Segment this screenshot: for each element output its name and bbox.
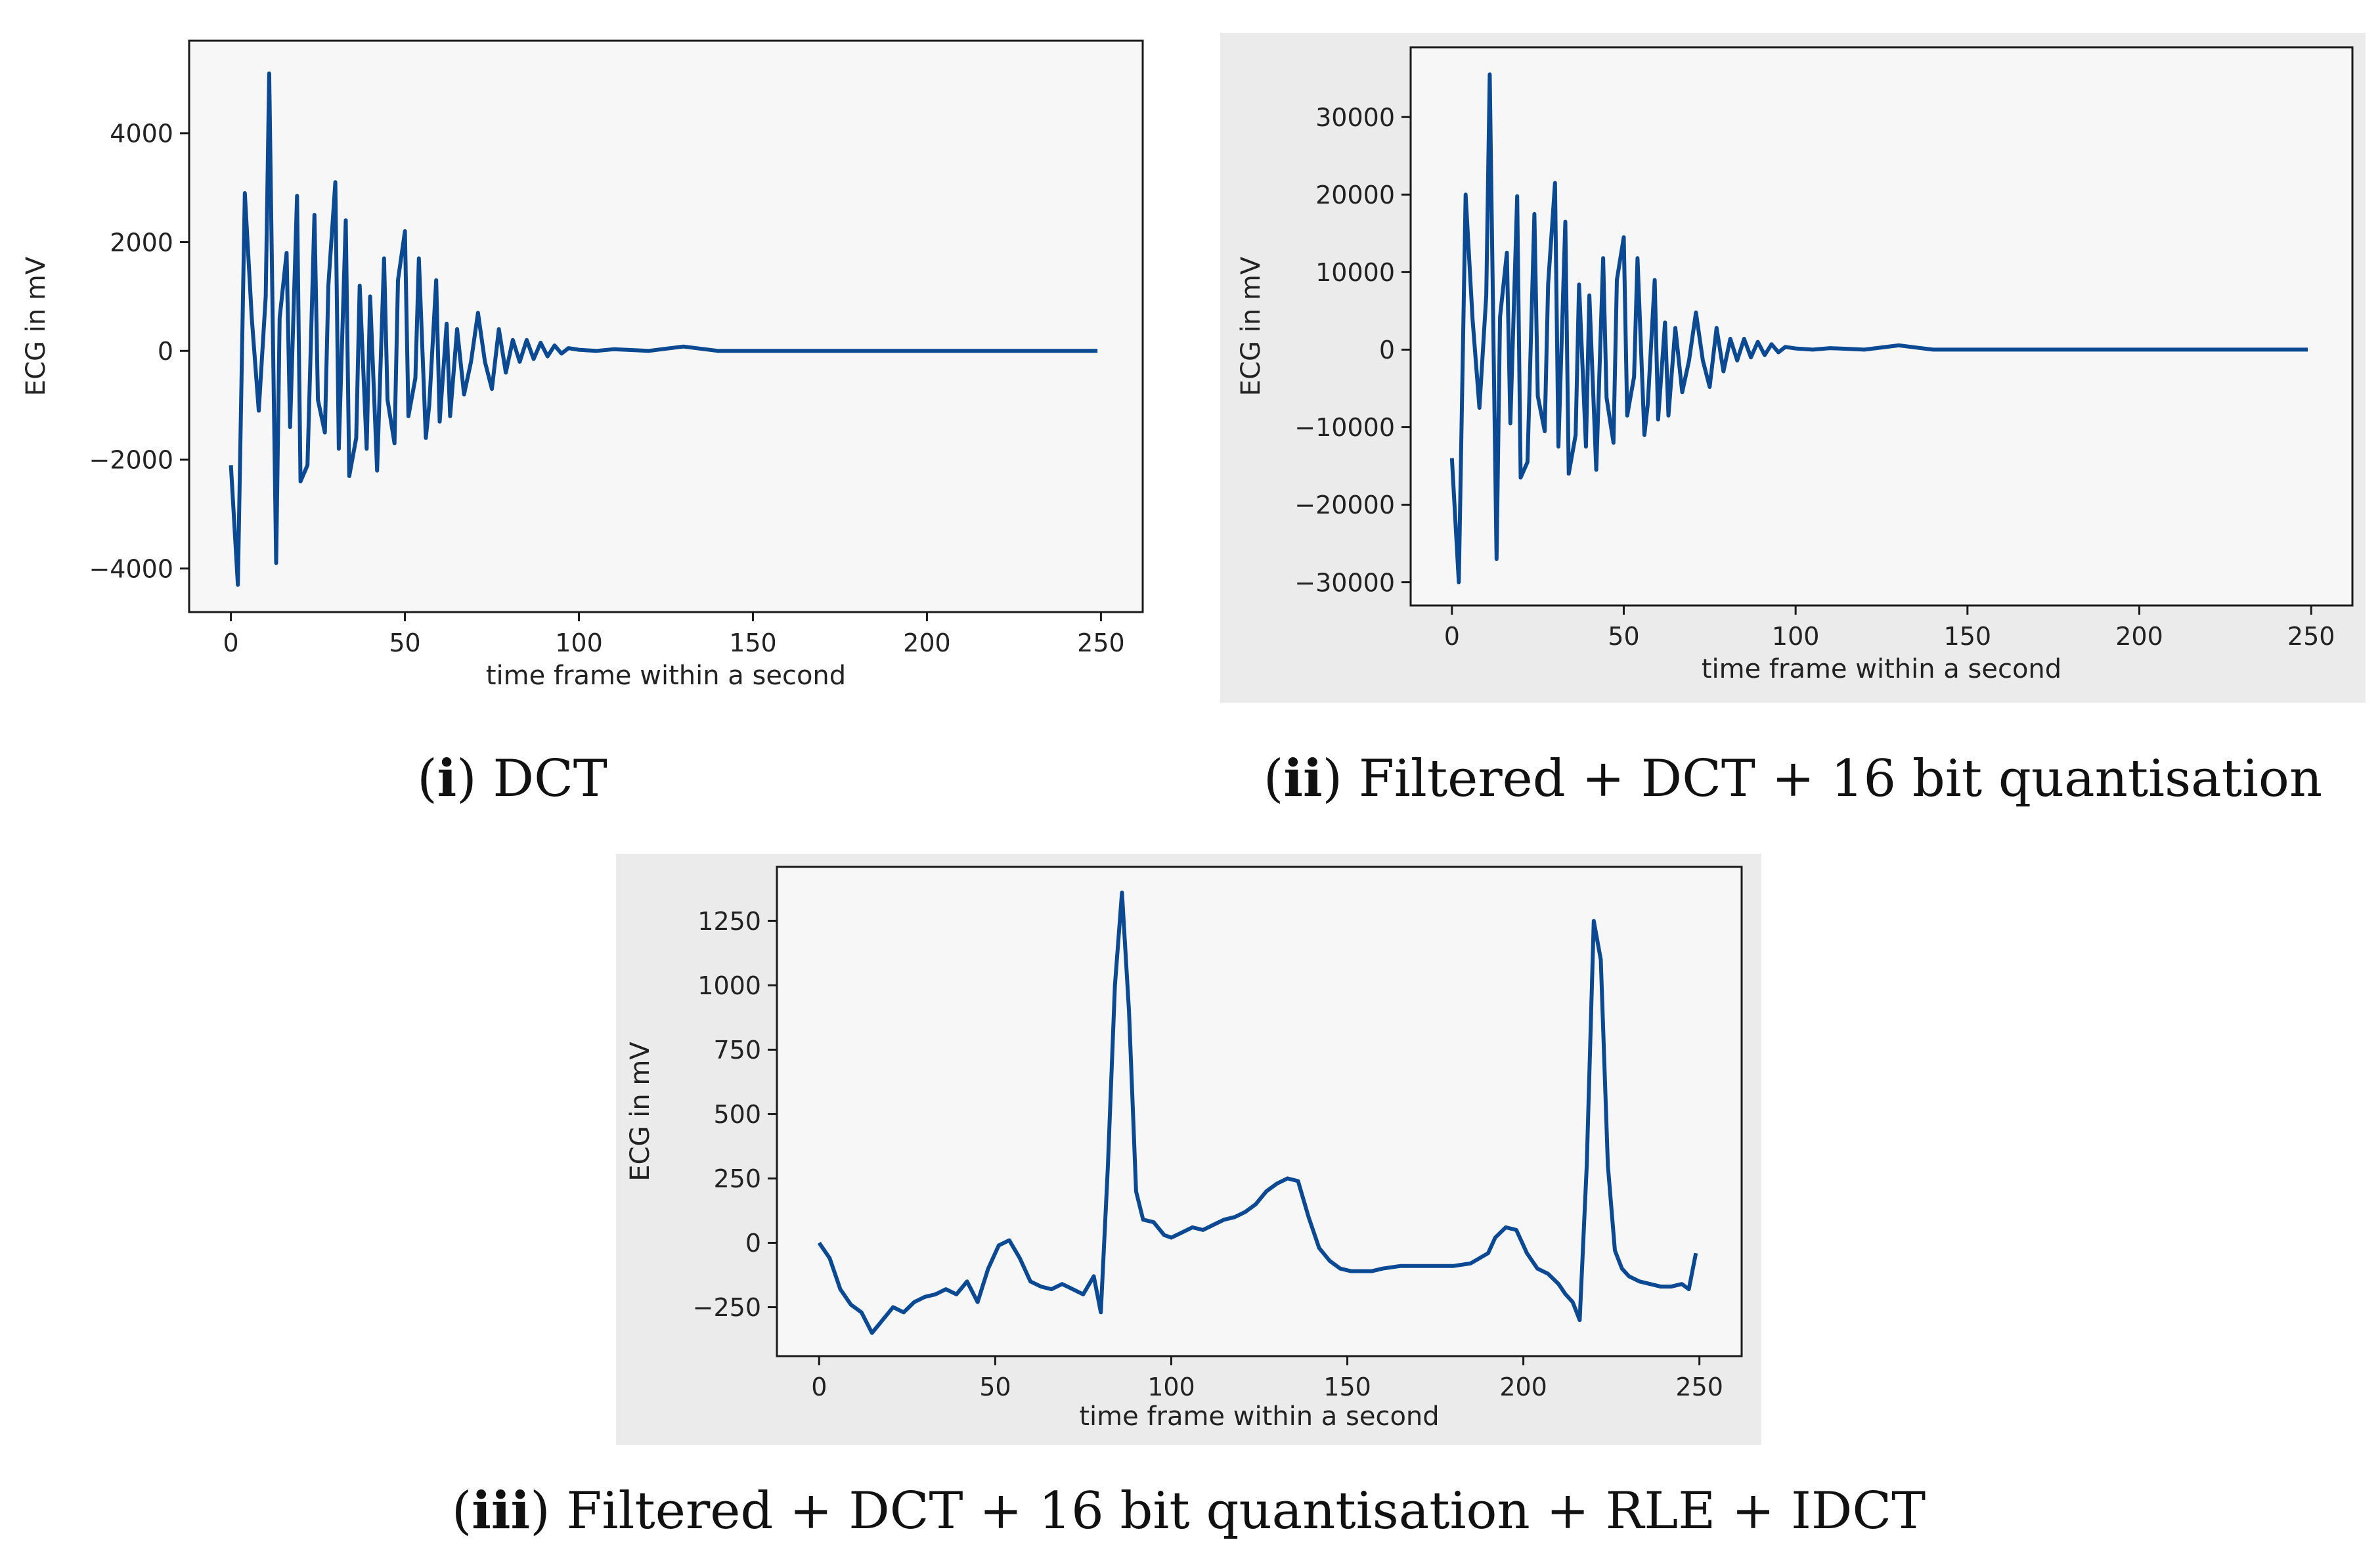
y-tick-label: −10000 [1294, 413, 1395, 442]
x-tick-label: 150 [729, 628, 777, 657]
x-tick-label: 250 [2287, 622, 2335, 651]
y-tick-label: 1000 [697, 971, 761, 1000]
x-tick-label: 150 [1323, 1373, 1371, 1401]
chart-filtered-dct-quantisation: 0 50 100 150 200 250 −30000 −20000 −10000 0 10000 2… [1236, 46, 2354, 684]
y-tick-label: −250 [693, 1293, 761, 1322]
chart-panel-reconstructed: 0 50 100 150 200 250 −250 0 250 500 750 1000 1250 tim… [616, 854, 1761, 1445]
plot-frame [1409, 46, 2354, 607]
x-tick-label: 250 [1077, 628, 1125, 657]
x-tick-label: 100 [555, 628, 603, 657]
caption-number: ii [1283, 749, 1323, 808]
x-tick-label: 50 [1608, 622, 1639, 651]
x-tick-label: 100 [1147, 1373, 1195, 1401]
y-tick-label: 1250 [697, 907, 761, 936]
x-tick-label: 50 [979, 1373, 1011, 1401]
y-tick-label: −2000 [89, 446, 173, 475]
caption-number: iii [472, 1481, 531, 1541]
x-tick-label: 0 [811, 1373, 827, 1401]
y-tick-label: −30000 [1294, 568, 1395, 597]
y-tick-label: 0 [1379, 336, 1395, 364]
x-tick-label: 150 [1944, 622, 1992, 651]
y-tick-label: 0 [158, 337, 173, 366]
plot-area [1411, 47, 2352, 605]
chart-reconstructed-ecg: 0 50 100 150 200 250 −250 0 250 500 750 1000 1250 tim… [625, 866, 1743, 1432]
y-axis-label: ECG in mV [1236, 256, 1266, 396]
y-tick-label: 30000 [1315, 103, 1395, 132]
plot-frame [188, 39, 1144, 613]
x-tick-label: 100 [1772, 622, 1820, 651]
caption-dct: (i) DCT [417, 749, 607, 808]
x-tick-label: 0 [223, 628, 238, 657]
caption-number: i [437, 749, 457, 808]
chart-panel-filtered: 0 50 100 150 200 250 −30000 −20000 −10000 0 10000 2… [1220, 33, 2366, 703]
plot-frame [776, 866, 1743, 1357]
x-tick-label: 0 [1444, 622, 1460, 651]
caption-filtered: (ii) Filtered + DCT + 16 bit quantisatio… [1263, 749, 2323, 808]
y-tick-label: 10000 [1315, 258, 1395, 287]
series-line [817, 891, 1698, 1335]
y-axis-label: ECG in mV [21, 256, 51, 396]
y-tick-label: −20000 [1294, 491, 1395, 519]
x-tick-label: 200 [1499, 1373, 1547, 1401]
plot-area [189, 41, 1143, 612]
x-tick-label: 50 [389, 628, 420, 657]
x-axis-label: time frame within a second [1079, 1401, 1439, 1432]
y-axis-label: ECG in mV [625, 1042, 655, 1181]
y-tick-label: 500 [713, 1100, 761, 1129]
x-tick-label: 250 [1675, 1373, 1723, 1401]
x-axis-label: time frame within a second [1702, 654, 2061, 684]
y-tick-label: 4000 [110, 120, 173, 148]
series-line [229, 71, 1098, 587]
y-tick-label: 750 [713, 1036, 761, 1065]
x-tick-label: 200 [2115, 622, 2163, 651]
y-tick-label: 20000 [1315, 181, 1395, 209]
caption-text: DCT [493, 749, 607, 808]
series-line [1449, 72, 2308, 584]
x-tick-label: 200 [903, 628, 951, 657]
caption-text: Filtered + DCT + 16 bit quantisation + R… [566, 1482, 1926, 1541]
y-tick-label: 250 [713, 1164, 761, 1193]
caption-reconstructed: (iii) Filtered + DCT + 16 bit quantisati… [451, 1481, 1926, 1541]
chart-dct: 0 50 100 150 200 250 −4000 −2000 0 2000 4000 time f… [21, 39, 1144, 691]
x-axis-label: time frame within a second [486, 661, 846, 691]
y-tick-label: 2000 [110, 228, 173, 257]
y-tick-label: 0 [745, 1229, 761, 1258]
y-tick-label: −4000 [89, 554, 173, 583]
caption-text: Filtered + DCT + 16 bit quantisation [1358, 749, 2323, 808]
chart-panel-dct: 0 50 100 150 200 250 −4000 −2000 0 2000 4000 time f… [0, 0, 1169, 722]
